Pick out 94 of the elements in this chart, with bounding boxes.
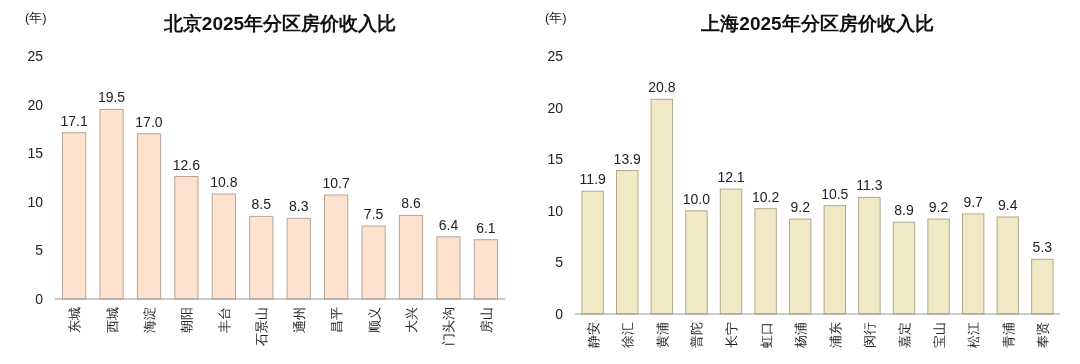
x-tick-label: 浦东 [827,322,843,348]
y-tick-label: 10 [547,202,564,219]
data-label: 17.0 [135,113,163,130]
x-tick-label: 朝阳 [179,307,195,333]
data-label: 11.9 [579,171,606,188]
bar [961,213,985,315]
data-label: 20.8 [648,79,676,96]
data-label: 8.5 [251,196,272,213]
y-tick-label: 20 [27,96,44,113]
bar [754,208,777,315]
bar [892,221,916,315]
x-tick-label: 杨浦 [793,322,809,349]
data-label: 6.1 [476,219,496,236]
x-tick-label: 海淀 [141,307,157,333]
bar [249,215,274,300]
x-tick-label: 东城 [67,307,83,333]
x-tick-label: 大兴 [404,307,420,333]
data-label: 6.4 [438,216,459,233]
y-tick-label: 10 [27,193,44,210]
data-label: 8.9 [894,202,914,219]
bar [136,133,162,300]
data-label: 9.7 [963,193,984,210]
x-tick-label: 虹口 [758,322,774,348]
bar [174,176,199,300]
x-tick-label: 顺义 [366,307,382,333]
bar [927,218,950,315]
x-tick-label: 房山 [478,307,494,333]
y-tick-label: 20 [547,99,564,116]
x-tick-label: 石景山 [254,307,270,346]
data-label: 9.2 [928,199,949,216]
bar [685,210,708,315]
bar [581,190,604,315]
y-tick-label: 5 [555,254,564,271]
y-axis-title: (年) [25,10,47,25]
x-tick-label: 闵行 [862,322,878,348]
bar [719,188,743,315]
y-tick-label: 15 [547,151,564,168]
bar [436,236,461,300]
data-label: 8.6 [401,195,421,212]
x-tick-label: 嘉定 [896,322,912,348]
bar [324,194,349,300]
bar [99,108,124,300]
y-tick-label: 0 [555,305,564,322]
data-label: 10.2 [751,188,780,205]
data-label: 12.1 [717,169,745,186]
x-tick-label: 长宁 [724,322,740,348]
data-label: 8.3 [288,198,309,215]
x-tick-label: 昌平 [329,307,345,333]
x-tick-label: 宝山 [931,322,947,348]
chart-title: 北京2025年分区房价收入比 [162,13,397,34]
data-label: 10.0 [682,190,711,207]
y-tick-label: 15 [27,145,44,162]
x-tick-label: 丰台 [216,307,232,333]
x-tick-label: 西城 [104,307,120,333]
bar [650,98,674,315]
x-tick-label: 普陀 [689,322,705,348]
y-tick-label: 5 [35,242,44,259]
bar [473,239,499,300]
x-tick-label: 静安 [585,322,601,348]
chart-title: 上海2025年分区房价收入比 [700,13,934,34]
data-label: 11.3 [856,177,883,194]
bar [211,193,236,300]
y-tick-label: 0 [35,290,44,307]
bar [858,196,881,315]
data-label: 5.3 [1032,239,1053,256]
bar [996,216,1019,315]
bar [398,214,424,300]
data-label: 19.5 [97,89,126,106]
y-axis-title: (年) [545,10,567,25]
bar [823,205,847,315]
bar [1031,258,1054,315]
x-tick-label: 黄浦 [654,322,670,348]
y-tick-label: 25 [547,47,564,64]
x-tick-label: 青浦 [1000,322,1016,348]
data-label: 10.5 [821,185,849,202]
bar [616,170,639,315]
bar [361,225,386,300]
x-tick-label: 徐汇 [620,322,636,348]
x-tick-label: 松江 [966,322,982,348]
data-label: 17.1 [60,112,88,129]
y-tick-label: 25 [27,47,44,64]
bar [286,217,311,300]
data-label: 13.9 [613,150,642,167]
x-tick-label: 通州 [291,307,307,333]
bar [788,218,812,315]
x-tick-label: 门头沟 [441,307,457,346]
data-label: 10.7 [322,175,350,191]
data-label: 12.6 [172,156,201,173]
data-label: 9.2 [790,199,811,216]
data-label: 9.4 [998,196,1018,213]
bar [61,132,87,300]
data-label: 10.8 [210,174,238,191]
x-tick-label: 奉贤 [1035,322,1051,348]
data-label: 7.5 [363,206,384,223]
